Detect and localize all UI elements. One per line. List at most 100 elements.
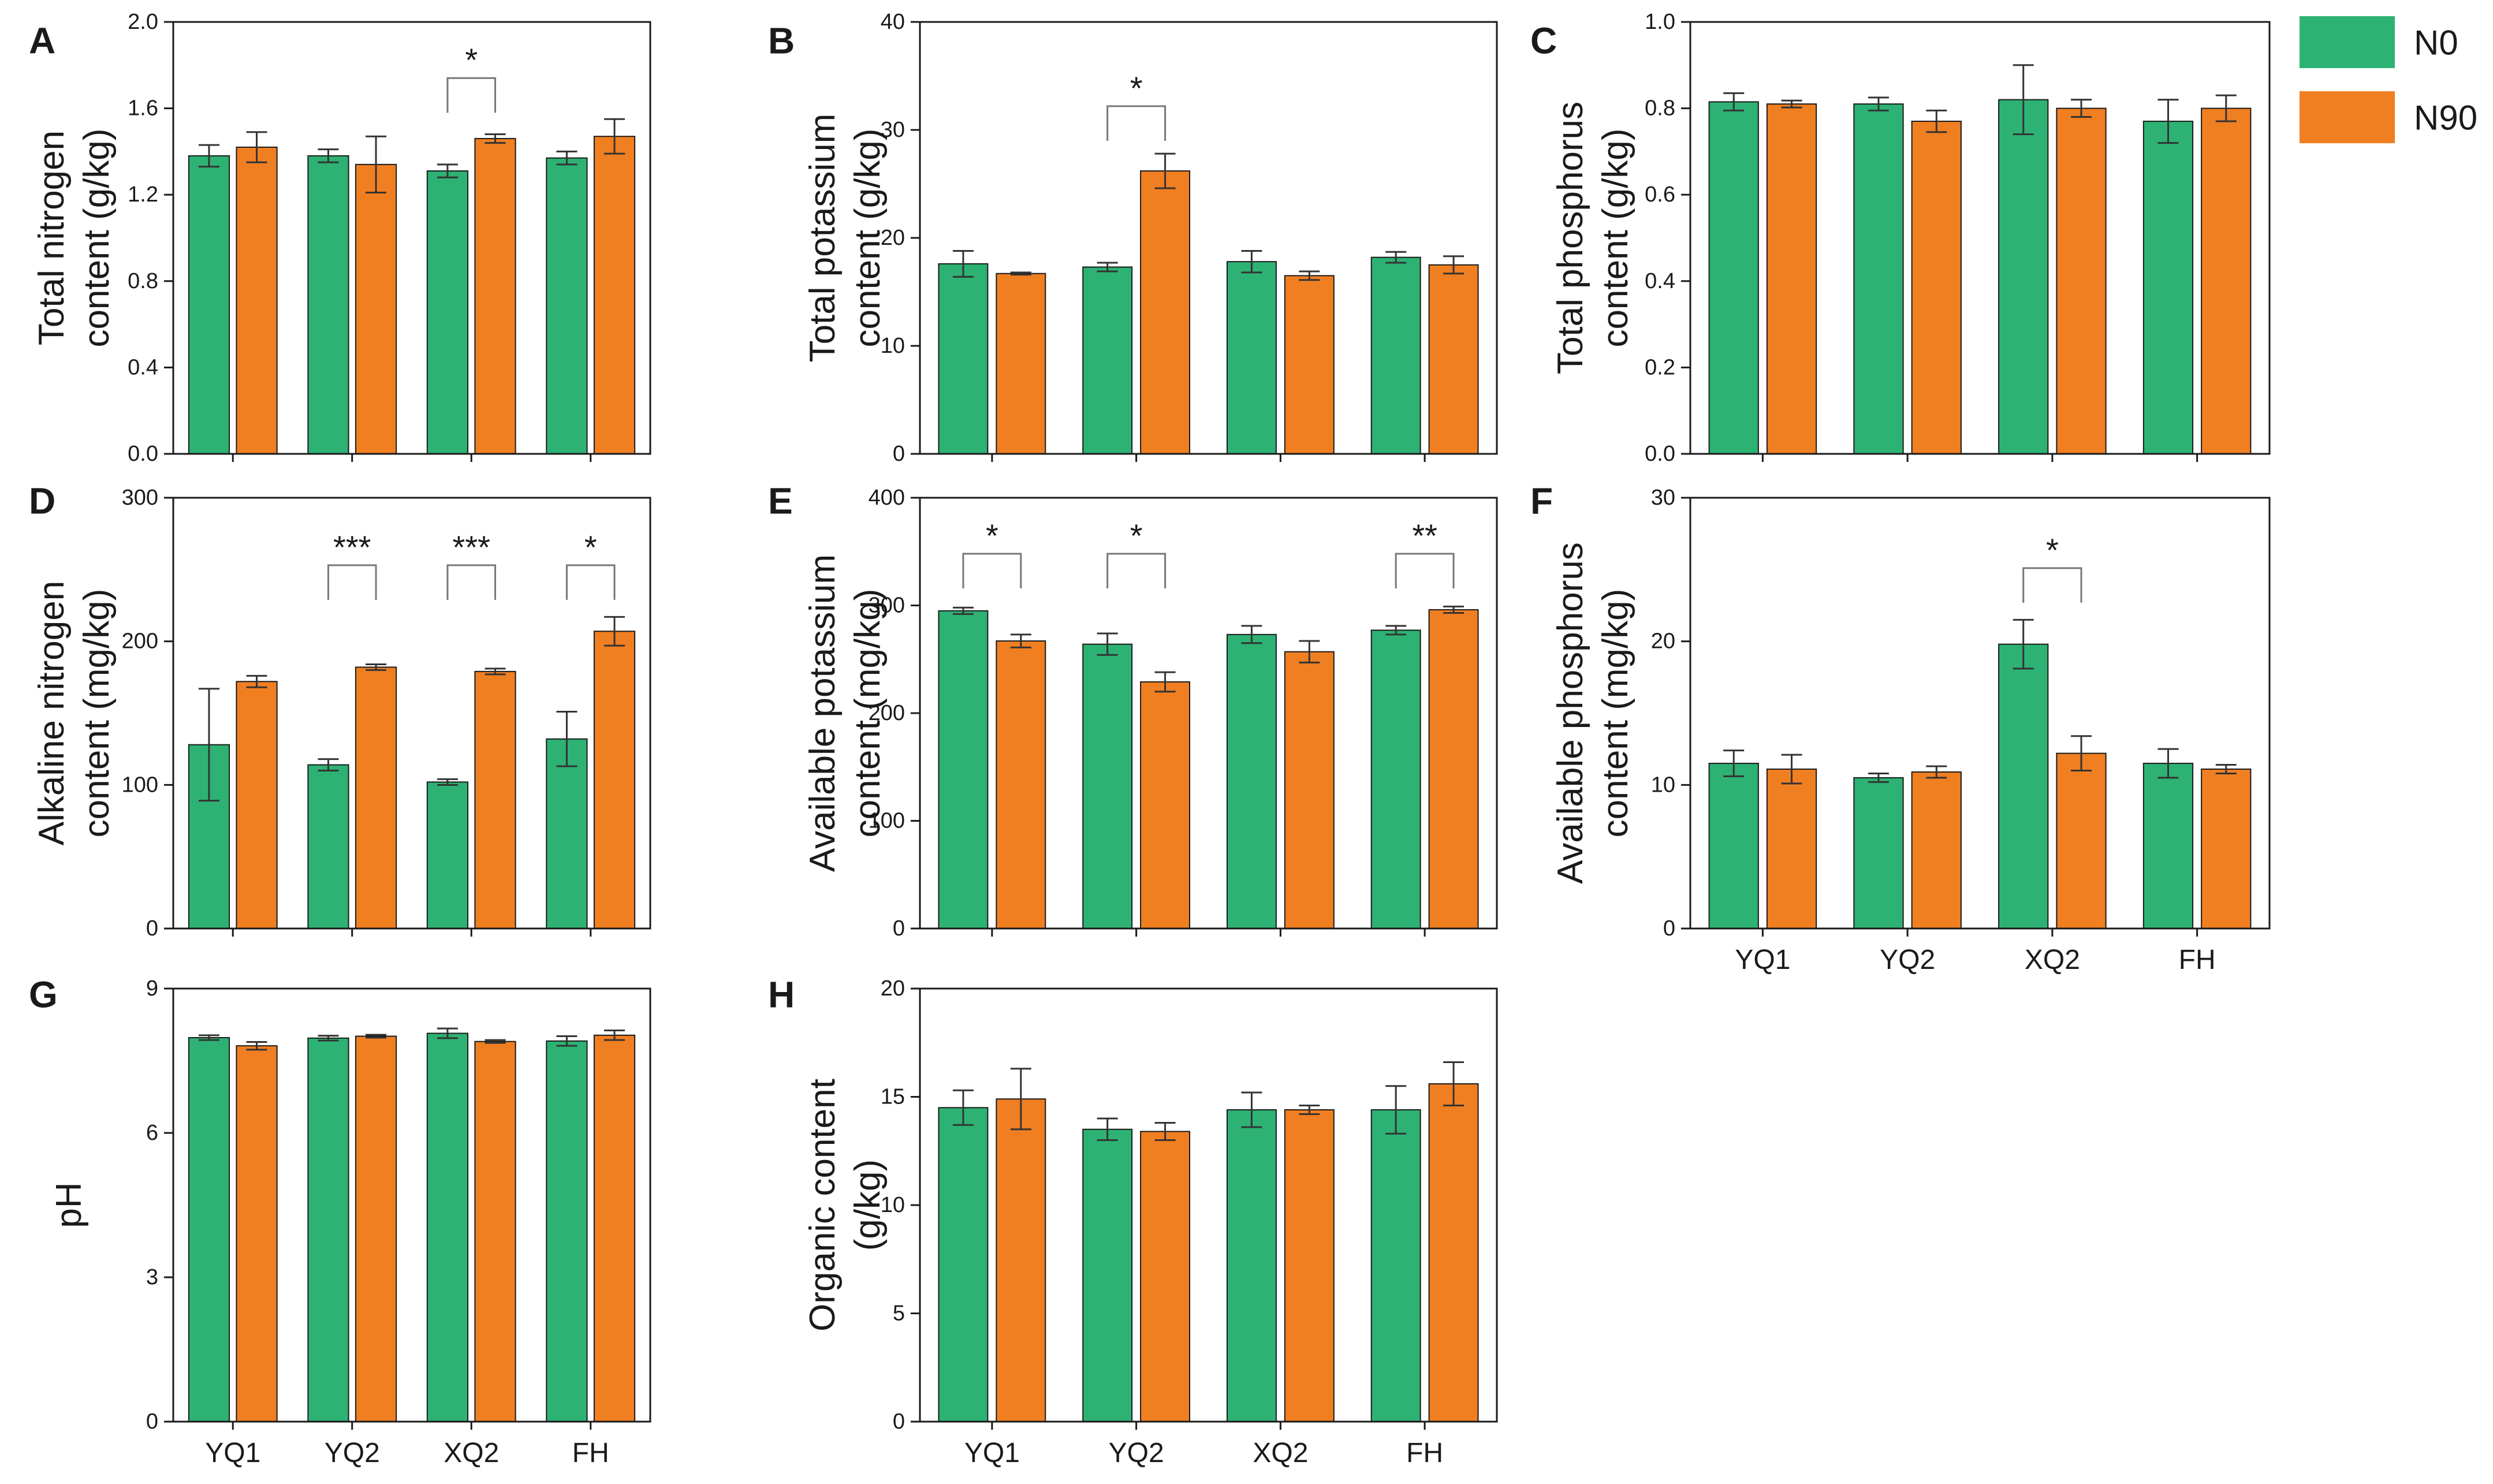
error-bar: [198, 688, 219, 802]
x-tick-label: YQ1: [1735, 945, 1790, 975]
error-bar: [1926, 765, 1947, 779]
bar-n90-fh: [1428, 609, 1479, 929]
bar-n0-xq2: [1998, 643, 2049, 929]
error-bar: [1926, 109, 1947, 133]
y-tick-label: 0: [893, 1410, 905, 1434]
error-bar: [1868, 96, 1889, 111]
error-bar: [1154, 152, 1176, 189]
error-bar: [2215, 764, 2237, 774]
bar-n90-yq1: [996, 273, 1046, 454]
y-tick-label: 20: [881, 976, 905, 1001]
bar-n0-yq2: [1082, 643, 1133, 929]
y-axis-label: content (g/kg): [1596, 128, 1635, 347]
y-tick-label: 5: [893, 1302, 905, 1326]
y-tick-label: 0.2: [1645, 355, 1675, 379]
y-axis-label: Total potassium: [803, 114, 843, 363]
bar-n0-yq1: [938, 263, 989, 454]
y-tick-label: 1.0: [1645, 10, 1675, 34]
bar-n90-fh: [1428, 1083, 1479, 1422]
bar-n0-fh: [546, 738, 588, 929]
y-axis-label: content (mg/kg): [1596, 589, 1635, 838]
bar-n90-xq2: [474, 670, 516, 930]
bar-n90-yq2: [355, 1035, 397, 1422]
significance-label: *: [2046, 532, 2059, 568]
bar-n0-xq2: [426, 1032, 469, 1422]
bar-n0-xq2: [426, 170, 469, 454]
error-bar: [246, 1041, 267, 1051]
bracket-line: [327, 564, 377, 600]
bar-n90-fh: [2201, 107, 2252, 455]
bar-n90-yq1: [1766, 103, 1817, 454]
y-tick-label: 15: [881, 1085, 905, 1109]
y-tick-label: 0.8: [128, 269, 158, 293]
y-axis-label: content (mg/kg): [77, 589, 117, 838]
error-bar: [1385, 625, 1407, 636]
error-bar: [1723, 750, 1745, 777]
error-bar: [1443, 605, 1465, 614]
panel-e: E 0 100 200 300 400 Available potassium content…: [768, 480, 1498, 941]
error-bar: [1781, 754, 1802, 785]
error-bar: [366, 663, 387, 671]
error-bar: [1385, 1085, 1407, 1135]
error-bar: [246, 674, 267, 688]
error-bar: [1443, 255, 1465, 275]
y-tick-label: 0: [146, 1410, 158, 1434]
y-tick-label: 400: [869, 486, 905, 510]
y-tick-label: 0.4: [128, 355, 158, 379]
y-tick-label: 300: [869, 594, 905, 618]
y-tick-label: 0.0: [128, 442, 158, 466]
x-tick-label: XQ2: [2025, 945, 2080, 975]
y-axis-label: content (g/kg): [77, 128, 117, 347]
y-axis-label: (g/kg): [848, 1159, 888, 1251]
error-bar: [1154, 671, 1176, 693]
error-bar: [1010, 1068, 1031, 1131]
y-tick-label: 20: [881, 226, 905, 250]
error-bar: [1010, 271, 1031, 276]
plot-frame: [1689, 497, 2271, 930]
bar-n90-xq2: [1284, 651, 1335, 929]
y-tick-label: 3: [146, 1265, 158, 1289]
y-tick-label: 0.6: [1645, 182, 1675, 207]
panel-d: D 0 100 200 300 Alkaline nitrogen content (mg/…: [29, 480, 651, 941]
significance-label: ***: [333, 529, 371, 565]
significance-label: *: [986, 517, 998, 554]
significance-bracket: [1106, 105, 1167, 141]
error-bar: [318, 758, 339, 771]
y-axis-label: Available potassium: [803, 554, 843, 872]
x-tick-label: YQ1: [205, 1438, 260, 1468]
x-tick-label: YQ2: [1880, 945, 1935, 975]
significance-label: *: [584, 529, 597, 565]
panel-label: C: [1530, 20, 1557, 61]
bar-n90-yq1: [996, 640, 1046, 930]
bar-n90-xq2: [474, 137, 516, 454]
error-bar: [1781, 99, 1802, 109]
bar-n0-yq1: [1708, 763, 1759, 929]
y-tick-label: 300: [122, 486, 158, 510]
bar-n90-xq2: [474, 1041, 516, 1422]
bar-n90-yq2: [1911, 771, 1962, 930]
error-bar: [2013, 618, 2034, 670]
significance-bracket: [1395, 553, 1455, 588]
bar-n0-xq2: [1226, 633, 1277, 929]
y-tick-label: 0.0: [1645, 442, 1675, 466]
y-axis-label: pH: [49, 1182, 89, 1228]
bar-n90-yq1: [236, 681, 278, 929]
error-bar: [1241, 1091, 1262, 1128]
panel-label: F: [1530, 480, 1553, 521]
error-bar: [2013, 64, 2034, 135]
error-bar: [366, 135, 387, 193]
error-bar: [198, 144, 219, 168]
bar-n0-fh: [2142, 763, 2194, 929]
significance-bracket: [446, 77, 497, 113]
bar-n90-xq2: [2056, 107, 2107, 455]
x-tick-label: FH: [572, 1438, 609, 1468]
bar-n0-fh: [1370, 629, 1421, 929]
bar-n0-yq1: [188, 155, 230, 454]
bar-n90-yq1: [236, 146, 278, 455]
bar-n90-yq2: [355, 666, 397, 929]
y-tick-label: 0: [146, 916, 158, 941]
error-bar: [485, 668, 506, 676]
y-tick-label: 2.0: [128, 10, 158, 34]
significance-bracket: [2022, 567, 2082, 603]
legend-swatch-n0: [2300, 16, 2395, 68]
